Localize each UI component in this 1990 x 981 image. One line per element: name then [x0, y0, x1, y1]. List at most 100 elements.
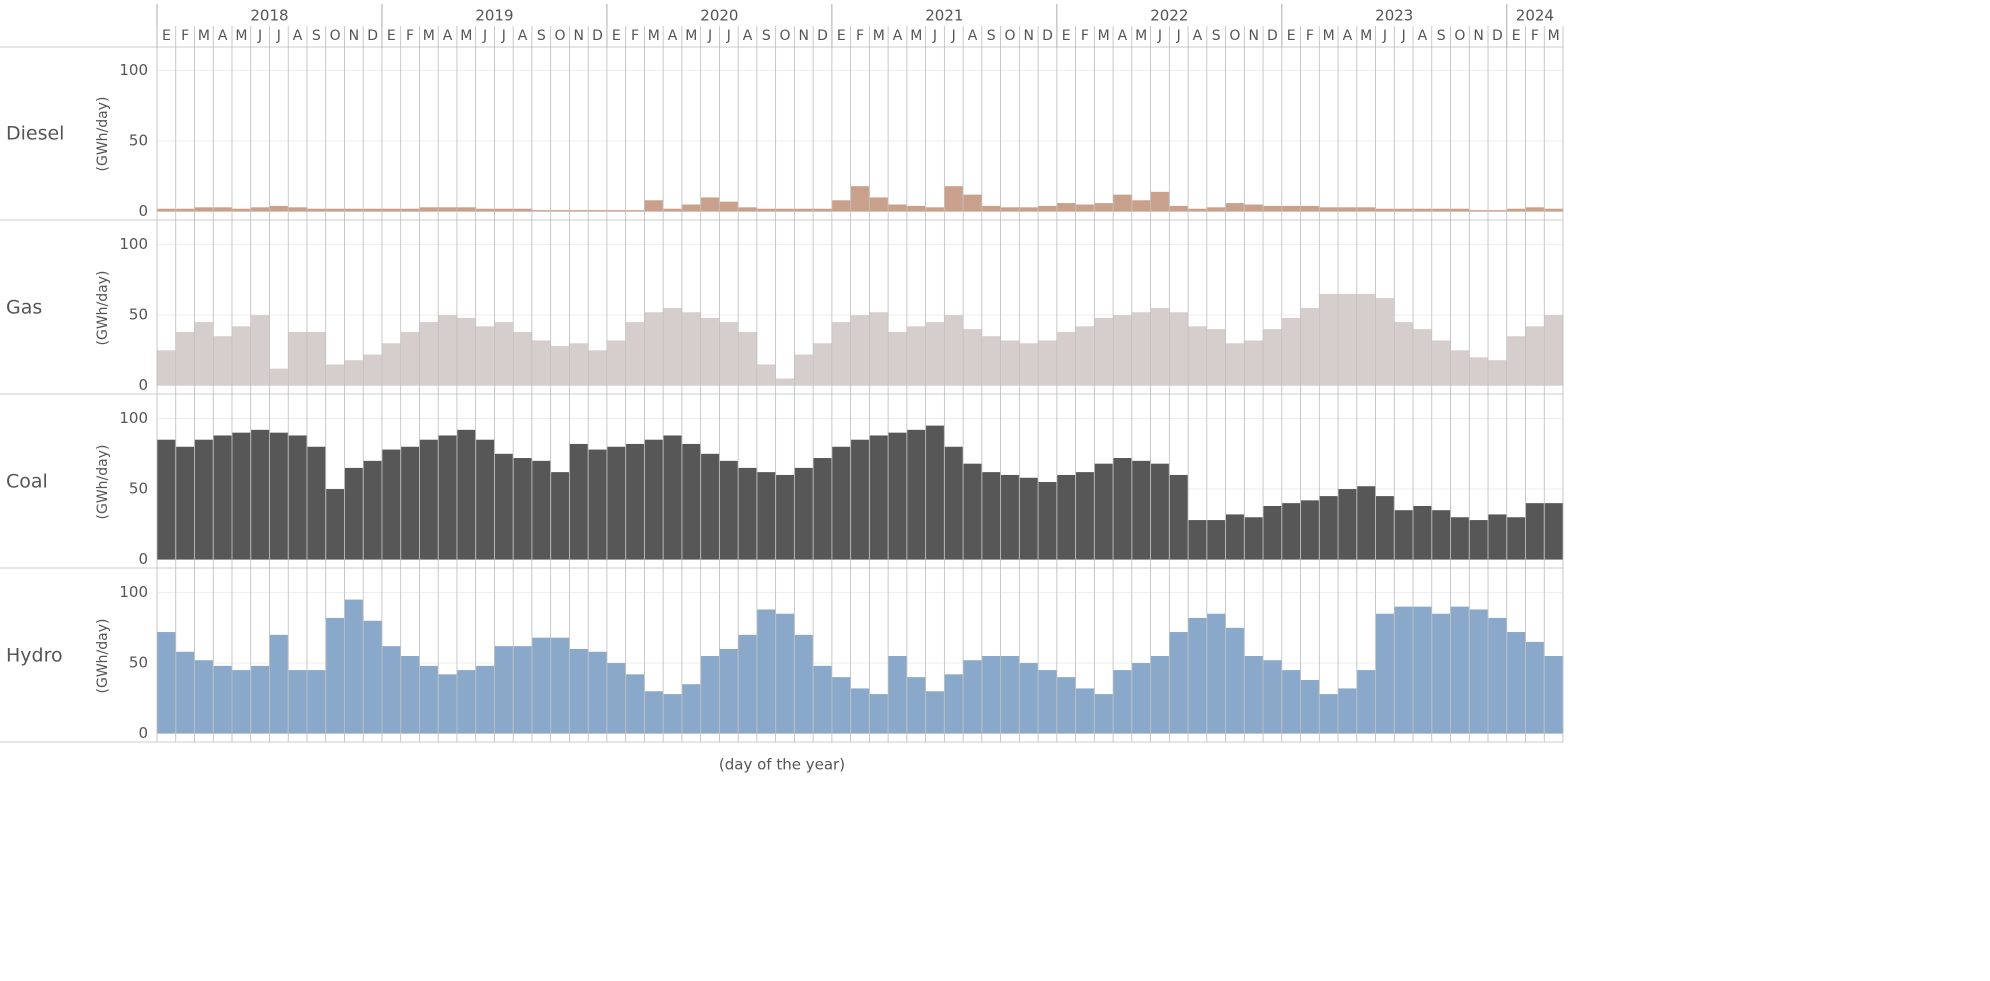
bar [306, 208, 327, 212]
bar [1338, 207, 1358, 212]
bar [1244, 656, 1264, 734]
bar [981, 336, 1001, 386]
bar [381, 449, 402, 560]
bar [550, 472, 570, 560]
bar [1113, 315, 1133, 386]
bar [606, 663, 626, 734]
bar [944, 446, 964, 560]
bar [419, 322, 439, 386]
month-label: D [1267, 28, 1278, 44]
month-label: M [1135, 28, 1147, 44]
bar [213, 665, 233, 734]
bar [738, 207, 758, 212]
bar [175, 446, 195, 560]
bar [157, 439, 177, 560]
bar [1094, 317, 1114, 386]
bar [1506, 632, 1526, 734]
month-label: J [726, 28, 731, 44]
bar [1000, 656, 1020, 734]
bar [625, 322, 645, 386]
bar [1469, 210, 1489, 212]
bar [925, 691, 945, 734]
bar [663, 694, 683, 734]
month-label: M [198, 28, 210, 44]
month-label: J [951, 28, 956, 44]
month-label: E [1062, 28, 1071, 44]
bar [363, 460, 383, 560]
bar [1244, 517, 1264, 560]
bar [906, 205, 926, 212]
bar [588, 651, 608, 734]
bar [1169, 312, 1189, 386]
month-label: A [668, 28, 678, 44]
bar [888, 656, 908, 734]
bar [1225, 343, 1245, 386]
bar [1131, 312, 1151, 386]
month-label: J [276, 28, 281, 44]
bar [569, 210, 589, 212]
year-label: 2020 [700, 7, 738, 25]
bar [1525, 326, 1545, 386]
month-label: F [181, 28, 189, 44]
month-label: M [460, 28, 472, 44]
month-label: O [1004, 28, 1015, 44]
bar [344, 360, 364, 386]
bar [850, 688, 870, 734]
bar [925, 425, 945, 560]
bar [269, 205, 289, 212]
bar [1075, 472, 1095, 560]
bar [1000, 207, 1020, 212]
bar [194, 660, 214, 734]
bar [1150, 463, 1170, 560]
bar [850, 186, 870, 212]
bar [1075, 688, 1095, 734]
bar [719, 460, 739, 560]
bar [363, 354, 383, 386]
year-label: 2018 [250, 7, 288, 25]
bar [1375, 298, 1395, 386]
month-label: E [1512, 28, 1521, 44]
bar [681, 312, 701, 386]
bar [344, 467, 364, 560]
bar [1338, 489, 1358, 560]
bar [869, 312, 889, 386]
bar [1413, 606, 1433, 734]
bar [288, 207, 308, 212]
month-label: J [1176, 28, 1181, 44]
bar [400, 656, 420, 734]
bar [1206, 207, 1226, 212]
month-label: M [1548, 28, 1560, 44]
bar [175, 208, 195, 212]
bar [531, 340, 551, 386]
bar [1188, 326, 1208, 386]
bar [1094, 463, 1114, 560]
y-tick-label: 50 [129, 306, 148, 324]
month-label: O [555, 28, 566, 44]
month-label: A [893, 28, 903, 44]
bar [588, 350, 608, 386]
bar [1431, 613, 1451, 734]
bar [157, 632, 177, 734]
bar [1394, 510, 1414, 560]
bar [850, 439, 870, 560]
bar [681, 204, 701, 212]
bar [1338, 293, 1358, 386]
bar [1488, 210, 1508, 212]
bar [906, 326, 926, 386]
bar [1544, 656, 1564, 734]
month-label: S [1437, 28, 1446, 44]
bar [344, 208, 364, 212]
month-label: A [968, 28, 978, 44]
year-label: 2022 [1150, 7, 1188, 25]
month-label: M [873, 28, 885, 44]
bar [1356, 207, 1376, 212]
bar [550, 210, 570, 212]
bar [157, 208, 177, 212]
bar [344, 599, 364, 734]
bar [1075, 326, 1095, 386]
bar [831, 677, 851, 734]
bar [194, 439, 214, 560]
bar [681, 443, 701, 560]
bar [269, 634, 289, 734]
month-label: J [932, 28, 937, 44]
